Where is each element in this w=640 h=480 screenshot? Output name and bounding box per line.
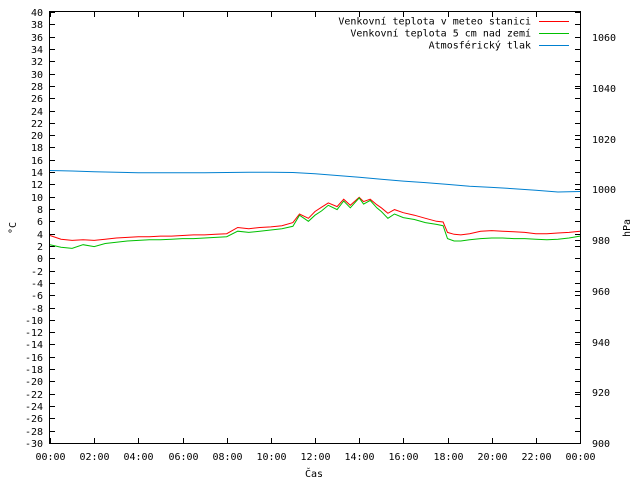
series-line-1 — [49, 196, 581, 241]
left-tick-label: -14 — [25, 340, 43, 351]
left-tick-label: -6 — [31, 291, 43, 302]
right-tick-label: 920 — [592, 388, 610, 399]
x-tick-label: 12:00 — [300, 452, 330, 463]
left-tick-label: 34 — [31, 45, 43, 56]
left-tick-label: -12 — [25, 328, 43, 339]
left-tick-label: 26 — [31, 94, 43, 105]
right-tick-label: 940 — [592, 338, 610, 349]
left-tick-label: 14 — [31, 168, 43, 179]
left-tick-label: 8 — [37, 205, 43, 216]
x-tick-label: 18:00 — [433, 452, 463, 463]
x-tick-label: 10:00 — [256, 452, 286, 463]
left-tick-label: -28 — [25, 427, 43, 438]
right-tick-label: 960 — [592, 287, 610, 298]
left-tick-label: 36 — [31, 33, 43, 44]
legend: Venkovní teplota v meteo staniciVenkovní… — [338, 16, 569, 52]
left-tick-label: -2 — [31, 267, 43, 278]
legend-label: Venkovní teplota v meteo stanici — [338, 16, 531, 28]
left-tick-label: 0 — [37, 254, 43, 265]
left-tick-label: 10 — [31, 193, 43, 204]
series-line-2 — [49, 197, 581, 249]
x-tick-label: 20:00 — [477, 452, 507, 463]
left-tick-label: 18 — [31, 143, 43, 154]
left-tick-label: -30 — [25, 439, 43, 450]
right-tick-label: 900 — [592, 439, 610, 450]
left-tick-label: -26 — [25, 414, 43, 425]
left-tick-label: 28 — [31, 82, 43, 93]
right-tick-label: 980 — [592, 236, 610, 247]
left-tick-label: 24 — [31, 107, 43, 118]
left-tick-label: -8 — [31, 304, 43, 315]
left-tick-label: -24 — [25, 402, 43, 413]
left-tick-label: 20 — [31, 131, 43, 142]
left-tick-label: 12 — [31, 180, 43, 191]
left-tick-label: -10 — [25, 316, 43, 327]
series-lines — [49, 170, 581, 249]
left-tick-label: 6 — [37, 217, 43, 228]
x-tick-label: 02:00 — [79, 452, 109, 463]
left-tick-label: 32 — [31, 57, 43, 68]
right-tick-label: 1040 — [592, 84, 616, 95]
x-tick-label: 00:00 — [565, 452, 595, 463]
right-tick-label: 1000 — [592, 185, 616, 196]
y-axis-label: °C — [8, 222, 19, 234]
x-tick-label: 06:00 — [168, 452, 198, 463]
left-tick-label: 16 — [31, 156, 43, 167]
plot-frame — [49, 11, 581, 444]
left-tick-label: 4 — [37, 230, 43, 241]
left-tick-label: -4 — [31, 279, 43, 290]
left-tick-label: 22 — [31, 119, 43, 130]
right-tick-label: 1020 — [592, 135, 616, 146]
left-tick-label: -16 — [25, 353, 43, 364]
left-tick-label: -20 — [25, 377, 43, 388]
x-axis-label: Čas — [305, 467, 323, 480]
left-tick-label: 30 — [31, 70, 43, 81]
x-tick-label: 22:00 — [521, 452, 551, 463]
left-tick-label: -18 — [25, 365, 43, 376]
x-axis-ticks: 00:00 02:00 04:00 06:00 08:00 10:00 12:00 14:00… — [35, 12, 596, 463]
right-tick-label: 1060 — [592, 33, 616, 44]
x-tick-label: 00:00 — [35, 452, 65, 463]
legend-label: Venkovní teplota 5 cm nad zemí — [350, 28, 531, 40]
left-tick-label: -22 — [25, 390, 43, 401]
y2-axis-label: hPa — [622, 219, 633, 237]
series-line-3 — [49, 170, 581, 193]
x-tick-label: 08:00 — [212, 452, 242, 463]
left-tick-label: 2 — [37, 242, 43, 253]
left-tick-label: 38 — [31, 20, 43, 31]
x-tick-label: 14:00 — [344, 452, 374, 463]
left-axis-ticks: 4038363432302826242220181614121086420-2-… — [25, 8, 580, 450]
legend-label: Atmosférický tlak — [429, 40, 531, 52]
left-tick-label: 40 — [31, 8, 43, 19]
x-tick-label: 04:00 — [123, 452, 153, 463]
right-axis-ticks: 1060 1040 1020 1000 980 960 940 920 900 — [575, 33, 616, 450]
x-tick-label: 16:00 — [388, 452, 418, 463]
